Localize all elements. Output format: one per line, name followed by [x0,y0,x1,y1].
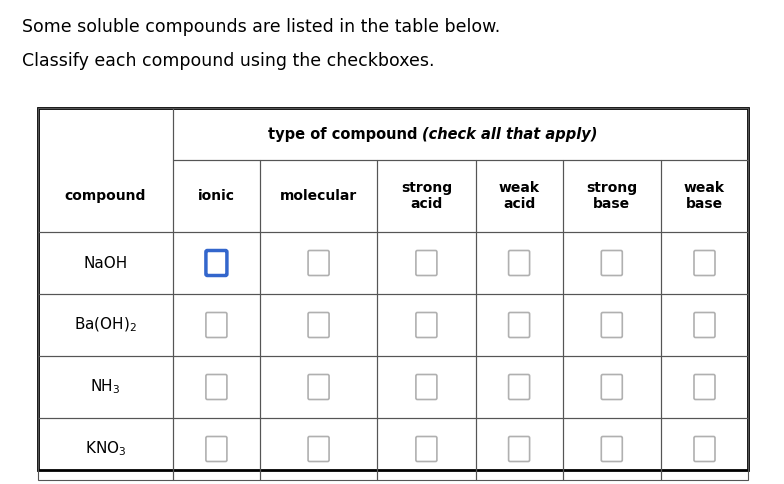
Bar [260,160,377,232]
Bar [563,356,661,418]
Text: weak
acid: weak acid [499,181,539,211]
Bar [476,160,563,232]
Bar [377,160,476,232]
Bar [563,232,661,294]
Bar [563,160,661,232]
FancyBboxPatch shape [509,251,530,275]
Text: NaOH: NaOH [83,256,128,271]
Text: KNO$_3$: KNO$_3$ [85,439,126,458]
Bar [377,356,476,418]
FancyBboxPatch shape [206,313,227,337]
Bar [476,294,563,356]
Bar [377,232,476,294]
Bar [563,294,661,356]
Bar [661,356,748,418]
Text: strong
acid: strong acid [401,181,452,211]
FancyBboxPatch shape [601,313,622,337]
Bar [260,418,377,480]
Bar [260,294,377,356]
FancyBboxPatch shape [416,375,437,399]
FancyBboxPatch shape [206,251,227,275]
FancyBboxPatch shape [601,375,622,399]
Text: strong
base: strong base [586,181,637,211]
FancyBboxPatch shape [308,251,329,275]
FancyBboxPatch shape [694,375,715,399]
Bar [38,108,173,232]
Bar [173,108,748,160]
Bar [563,418,661,480]
FancyBboxPatch shape [416,251,437,275]
Text: Some soluble compounds are listed in the table below.: Some soluble compounds are listed in the… [22,18,500,36]
Bar [476,356,563,418]
FancyBboxPatch shape [509,313,530,337]
Text: (check all that apply): (check all that apply) [423,126,598,141]
FancyBboxPatch shape [601,437,622,462]
Bar [661,418,748,480]
Bar [661,232,748,294]
FancyBboxPatch shape [509,437,530,462]
Bar [260,356,377,418]
FancyBboxPatch shape [308,313,329,337]
Bar [377,418,476,480]
Bar [38,232,173,294]
Bar [173,418,260,480]
Text: type of compound: type of compound [268,126,423,141]
Text: ionic: ionic [198,189,235,203]
FancyBboxPatch shape [694,437,715,462]
Bar [38,294,173,356]
FancyBboxPatch shape [509,375,530,399]
Bar [661,160,748,232]
FancyBboxPatch shape [308,375,329,399]
Text: Classify each compound using the checkboxes.: Classify each compound using the checkbo… [22,52,434,70]
FancyBboxPatch shape [601,251,622,275]
Bar [173,294,260,356]
Bar [173,356,260,418]
FancyBboxPatch shape [694,251,715,275]
Bar [377,294,476,356]
Bar [38,418,173,480]
FancyBboxPatch shape [416,437,437,462]
Bar [38,108,748,470]
Text: Ba(OH)$_2$: Ba(OH)$_2$ [74,316,137,334]
Bar [476,232,563,294]
Text: weak
base: weak base [684,181,725,211]
Bar [260,232,377,294]
Text: NH$_3$: NH$_3$ [90,378,121,396]
FancyBboxPatch shape [694,313,715,337]
FancyBboxPatch shape [206,437,227,462]
Bar [661,294,748,356]
Text: compound: compound [65,189,146,203]
Bar [38,356,173,418]
Bar [173,160,260,232]
Bar [476,418,563,480]
Text: molecular: molecular [280,189,358,203]
FancyBboxPatch shape [206,375,227,399]
Bar [173,232,260,294]
FancyBboxPatch shape [308,437,329,462]
FancyBboxPatch shape [416,313,437,337]
